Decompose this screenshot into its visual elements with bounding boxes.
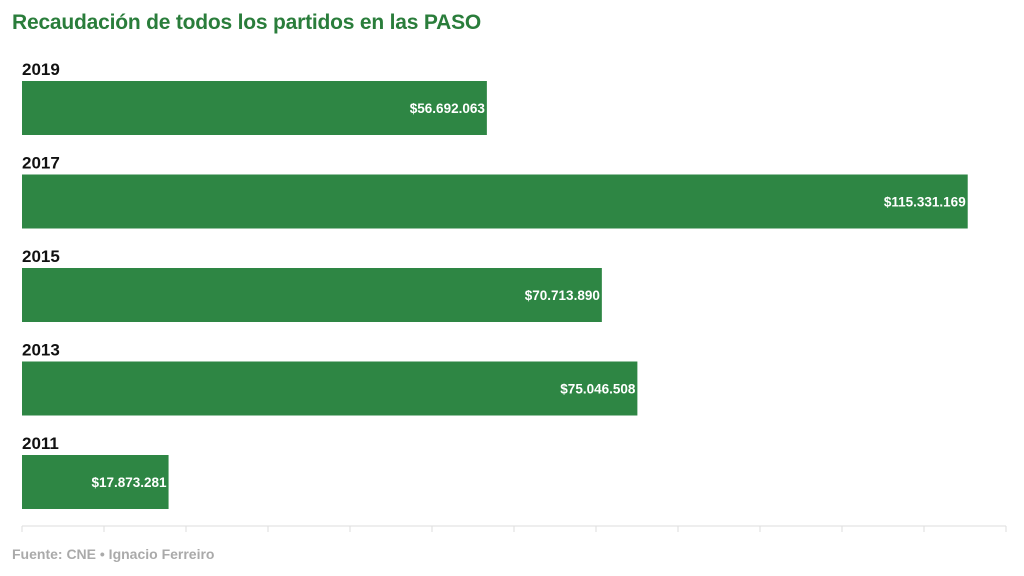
value-label: $75.046.508 — [560, 382, 636, 397]
bar — [22, 361, 638, 416]
bar — [22, 81, 487, 135]
source-note: Fuente: CNE • Ignacio Ferreiro — [12, 546, 215, 562]
category-label: 2019 — [22, 60, 60, 79]
bar-chart: 2019 $56.692.063 2017 $115.331.169 2015 $70.7… — [21, 60, 1007, 532]
value-label: $115.331.169 — [884, 195, 966, 210]
category-label: 2015 — [22, 247, 60, 266]
value-label: $17.873.281 — [91, 475, 167, 490]
value-label: $56.692.063 — [410, 101, 486, 116]
category-label: 2017 — [22, 154, 60, 173]
value-label: $70.713.890 — [525, 288, 600, 303]
category-label: 2011 — [22, 434, 59, 453]
bar — [22, 268, 602, 322]
chart-title: Recaudación de todos los partidos en las… — [12, 11, 482, 34]
category-label: 2013 — [22, 341, 60, 360]
bar — [22, 455, 169, 509]
bar — [22, 174, 968, 229]
